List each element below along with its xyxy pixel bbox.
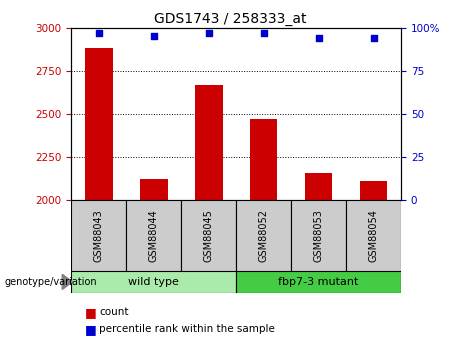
Bar [85,48,112,200]
Bar [126,200,181,271]
Point [205,30,213,36]
Text: GSM88043: GSM88043 [94,209,104,262]
Point [260,30,267,36]
Bar [236,271,401,293]
Text: GSM88054: GSM88054 [369,209,378,262]
Text: count: count [99,307,129,317]
Bar [291,200,346,271]
Bar [181,200,236,271]
Text: percentile rank within the sample: percentile rank within the sample [99,325,275,334]
Point [370,35,377,41]
Bar [360,181,387,200]
Text: genotype/variation: genotype/variation [5,277,97,287]
Polygon shape [62,274,72,289]
Text: GSM88045: GSM88045 [204,209,214,262]
Bar [236,200,291,271]
Point [315,35,322,41]
Bar [305,173,332,200]
Point [95,30,103,36]
Bar [195,85,223,200]
Text: GSM88053: GSM88053 [313,209,324,262]
Bar [71,200,126,271]
Text: GSM88044: GSM88044 [149,209,159,262]
Text: ■: ■ [85,323,97,336]
Text: fbp7-3 mutant: fbp7-3 mutant [278,277,359,287]
Bar [71,271,236,293]
Bar [250,119,278,200]
Text: wild type: wild type [129,277,179,287]
Bar [346,200,401,271]
Text: GSM88052: GSM88052 [259,209,269,262]
Text: ■: ■ [85,306,97,319]
Point [150,33,158,39]
Text: GDS1743 / 258333_at: GDS1743 / 258333_at [154,12,307,26]
Bar [140,179,168,200]
